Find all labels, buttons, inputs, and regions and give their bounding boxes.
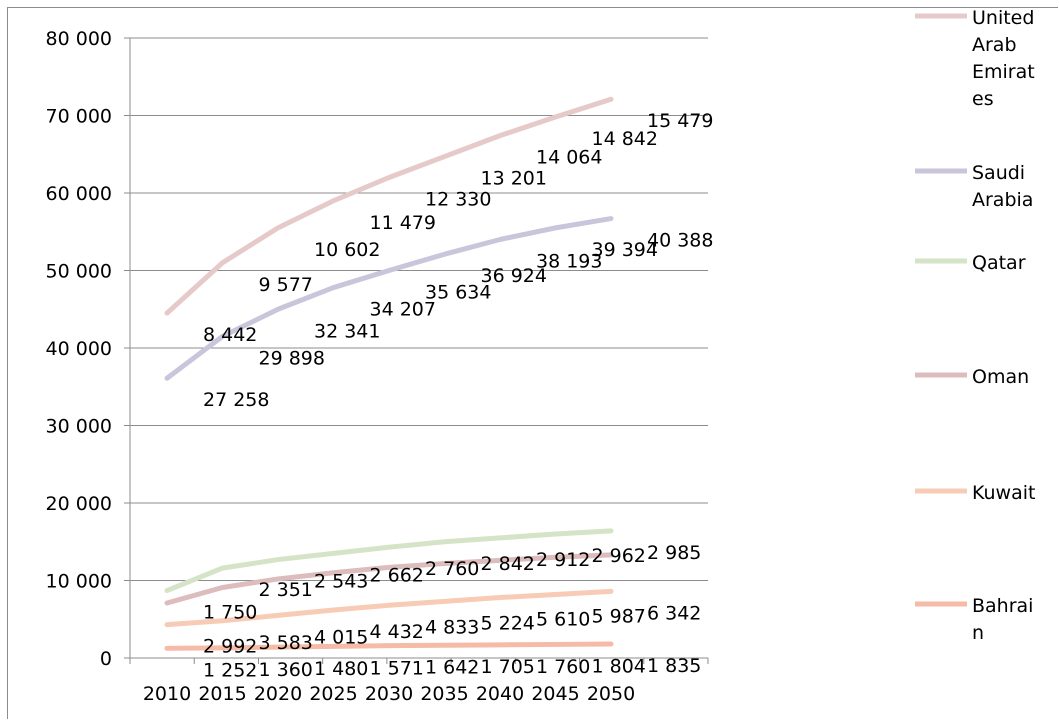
series-line-oman [164, 552, 614, 606]
series-line-kuwait [164, 588, 614, 628]
data-label: 2 912 [536, 549, 590, 571]
y-tick-label: 10 000 [46, 571, 112, 593]
legend-label: Qatar [972, 252, 1026, 274]
data-label: 1 252 [203, 659, 257, 681]
data-label: 14 064 [536, 147, 602, 169]
x-tick-label: 2030 [365, 683, 413, 705]
data-label: 1 571 [370, 657, 424, 679]
x-tick-label: 2045 [531, 683, 579, 705]
gridlines [130, 37, 708, 581]
data-label: 2 760 [425, 558, 479, 580]
data-label: 3 583 [259, 632, 313, 654]
data-label: 12 330 [425, 189, 491, 211]
series-line-qatar [164, 528, 614, 594]
x-tick-label: 2025 [309, 683, 357, 705]
legend-label: United [972, 7, 1034, 29]
legend-label: Bahrai [972, 595, 1033, 617]
data-label: 39 394 [592, 239, 658, 261]
data-label: 4 432 [370, 621, 424, 643]
data-label: 5 987 [592, 605, 646, 627]
data-label: 1 360 [259, 659, 313, 681]
data-label: 2 351 [259, 579, 313, 601]
data-label: 1 760 [536, 656, 590, 678]
x-tick-label: 2035 [420, 683, 468, 705]
data-label: 2 962 [592, 545, 646, 567]
y-tick-label: 0 [100, 648, 112, 670]
data-label: 4 833 [425, 616, 479, 638]
series-line-bahrain [164, 641, 614, 651]
data-label: 29 898 [259, 347, 325, 369]
data-label: 1 480 [314, 658, 368, 680]
x-tick-label: 2020 [254, 683, 302, 705]
y-tick-label: 80 000 [46, 28, 112, 50]
data-label: 1 835 [647, 655, 701, 677]
x-tick-label: 2050 [587, 683, 635, 705]
data-label: 8 442 [203, 324, 257, 346]
data-label: 34 207 [370, 299, 436, 321]
data-label: 1 804 [592, 655, 646, 677]
x-tick-label: 2010 [143, 683, 191, 705]
data-label: 13 201 [481, 168, 547, 190]
x-tick-label: 2015 [198, 683, 246, 705]
y-tick-label: 60 000 [46, 183, 112, 205]
data-label: 35 634 [425, 282, 491, 304]
series-line-saudi-arabia [164, 216, 614, 381]
data-label: 9 577 [259, 274, 313, 296]
data-label: 2 543 [314, 571, 368, 593]
data-label: 4 015 [314, 626, 368, 648]
data-label: 11 479 [370, 212, 436, 234]
y-tick-label: 30 000 [46, 416, 112, 438]
data-label: 10 602 [314, 239, 380, 261]
data-label: 38 193 [536, 251, 602, 273]
y-tick-label: 40 000 [46, 338, 112, 360]
data-label: 2 662 [370, 564, 424, 586]
legend-label: es [972, 88, 994, 110]
y-tick-label: 50 000 [46, 261, 112, 283]
y-tick-label: 20 000 [46, 493, 112, 515]
data-label: 6 342 [647, 602, 701, 624]
y-tick-label: 70 000 [46, 106, 112, 128]
data-label: 2 992 [203, 636, 257, 658]
data-label: 5 224 [481, 612, 535, 634]
legend-label: Kuwait [972, 482, 1035, 504]
data-label: 2 985 [647, 542, 701, 564]
legend-label: Emirat [972, 61, 1035, 83]
data-label: 27 258 [203, 389, 269, 411]
data-label: 1 750 [203, 602, 257, 624]
legend-label: Arabia [972, 189, 1033, 211]
data-label: 1 642 [425, 657, 479, 679]
axes: 0 10 000 20 000 30 000 40 000 50 000 60 000 70 … [46, 28, 709, 705]
legend-label: Oman [972, 366, 1029, 388]
x-tick-label: 2040 [476, 683, 524, 705]
data-label: 15 479 [647, 110, 713, 132]
legend-label: Arab [972, 34, 1017, 56]
data-label: 36 924 [481, 265, 547, 287]
series-lines [164, 96, 614, 651]
data-label: 40 388 [647, 230, 713, 252]
data-label: 2 842 [481, 553, 535, 575]
data-label: 14 842 [592, 128, 658, 150]
series-line-united-arab-emirates [164, 96, 614, 316]
legend-label: n [972, 622, 984, 644]
data-label: 32 341 [314, 320, 380, 342]
data-label: 1 705 [481, 656, 535, 678]
data-label: 5 610 [536, 609, 590, 631]
legend: United Arab Emirat es Saudi Arabia Qatar Oman Ku… [915, 7, 1035, 644]
legend-label: Saudi [972, 162, 1025, 184]
